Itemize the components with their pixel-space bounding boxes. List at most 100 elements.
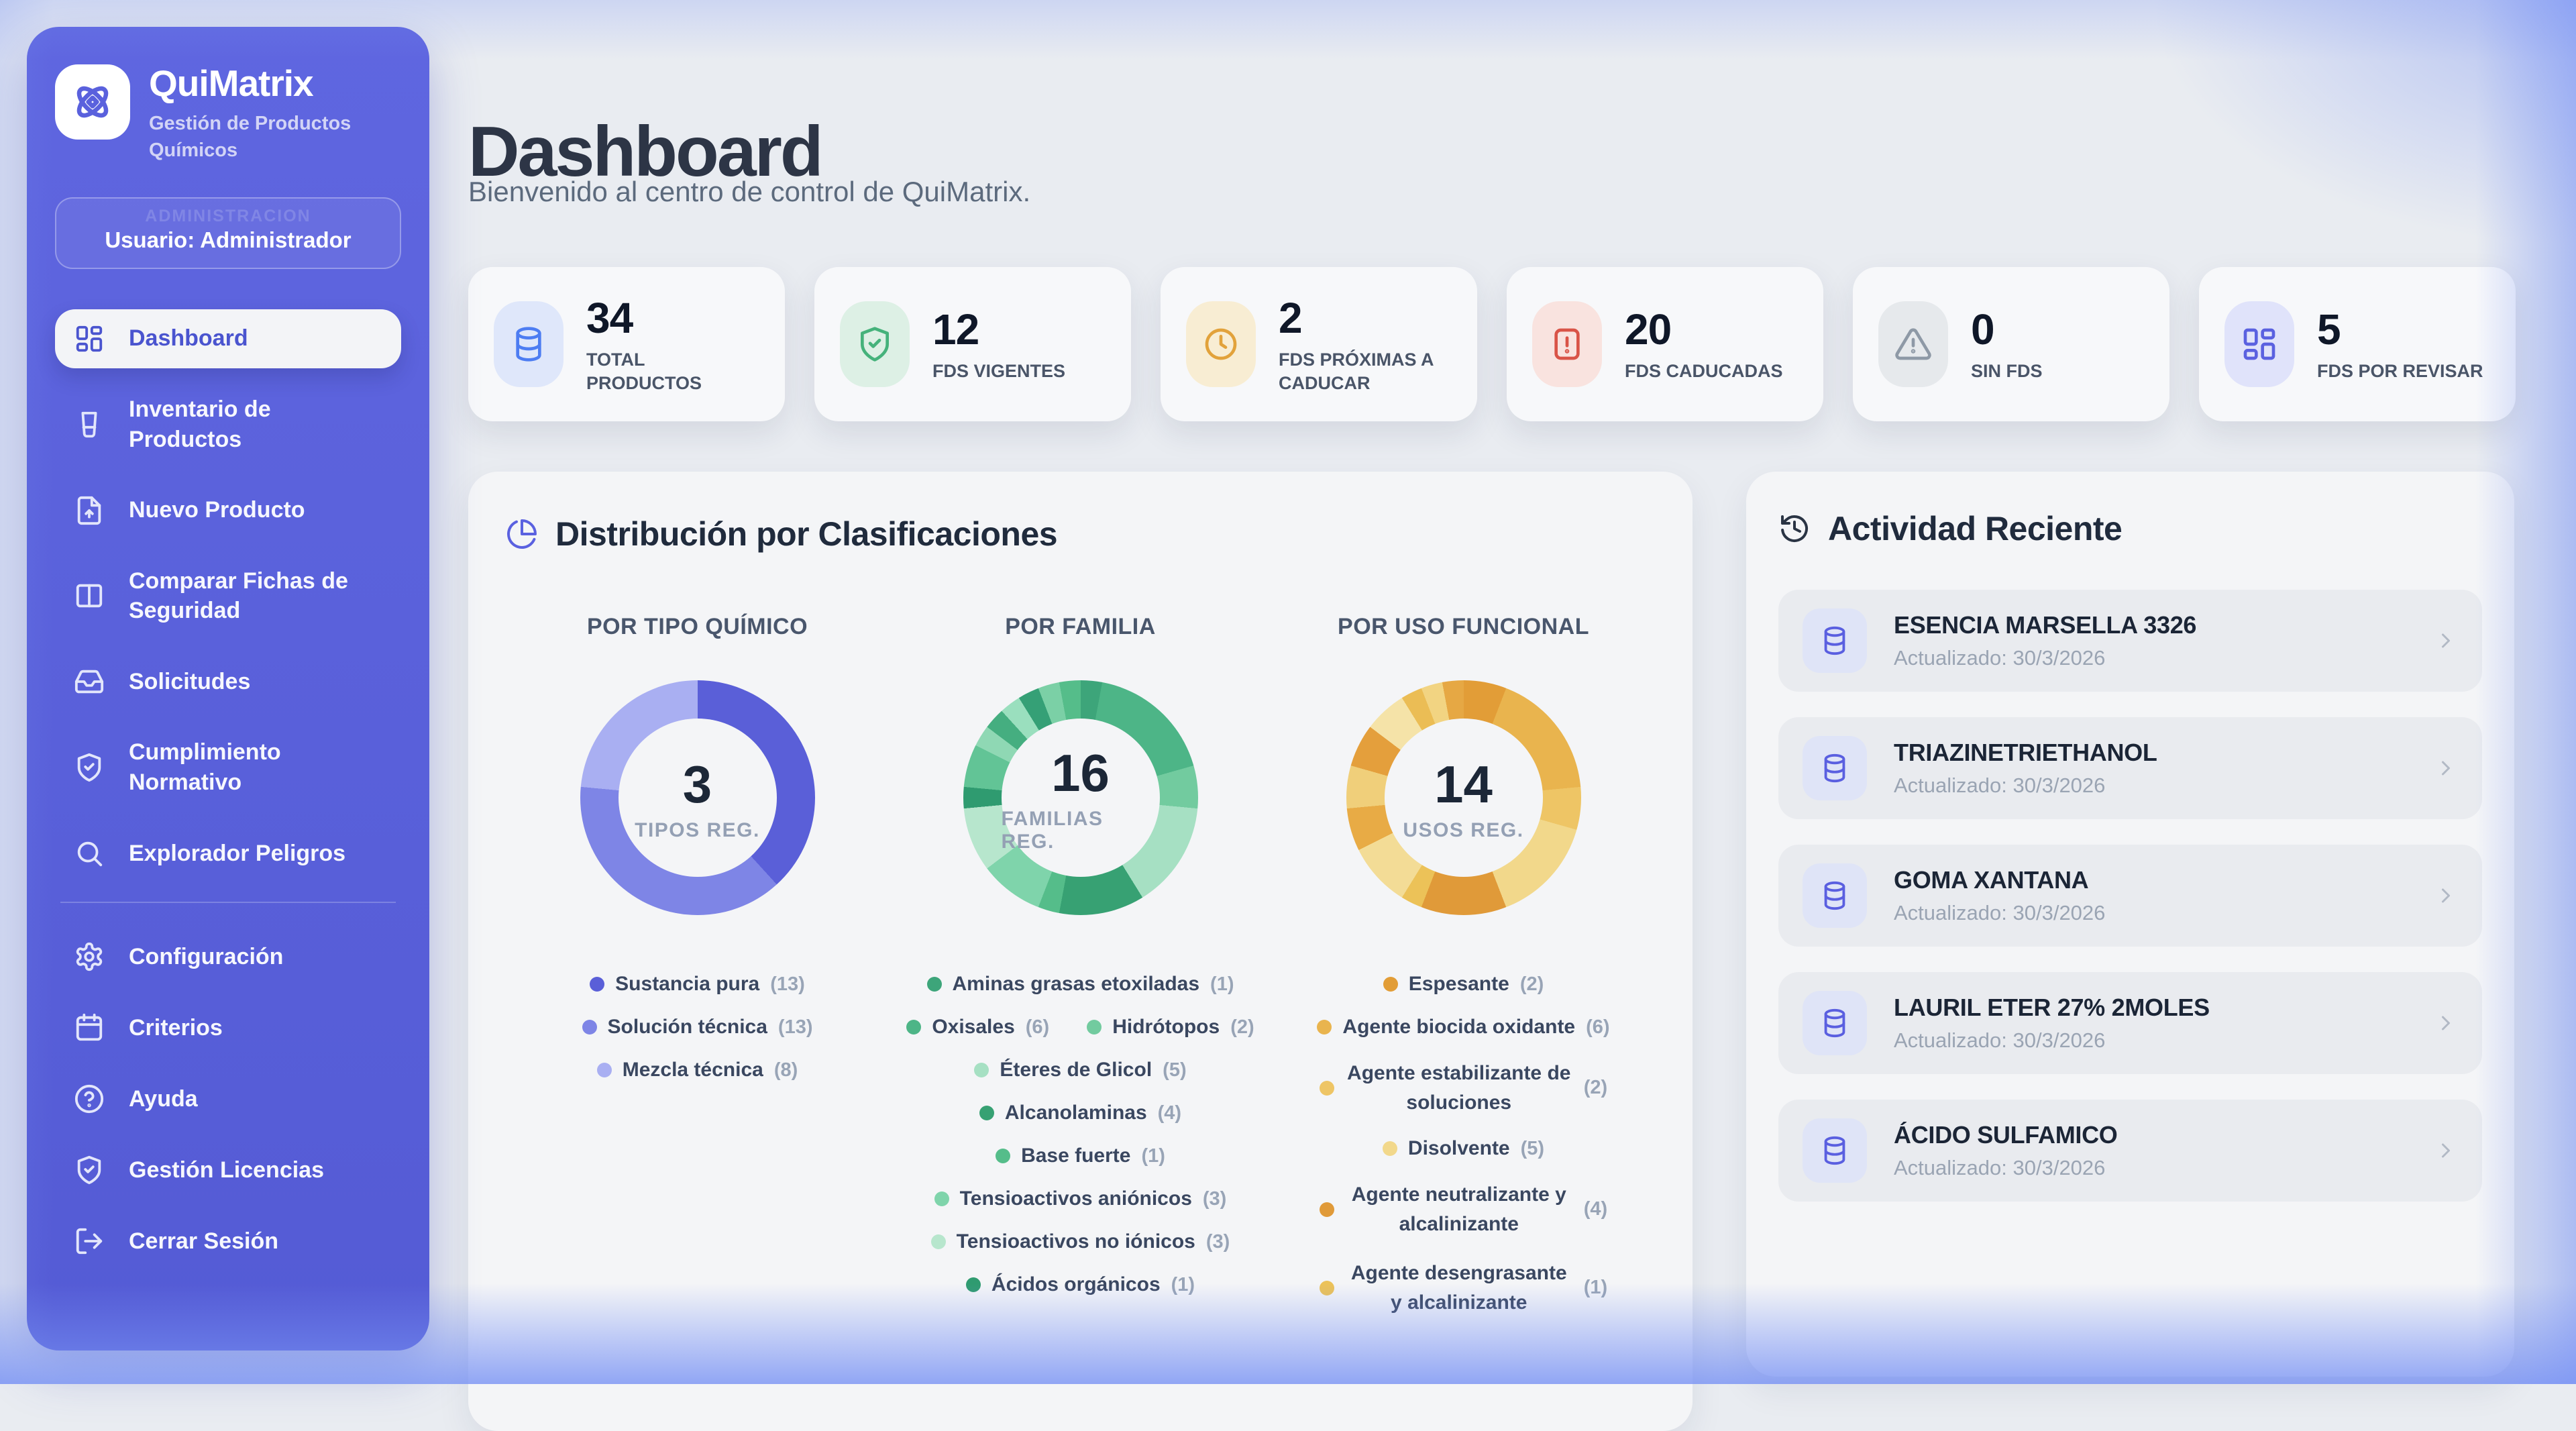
sidebar-item-dashboard[interactable]: Dashboard	[55, 309, 401, 368]
legend-item: Oxisales (6)	[906, 1016, 1049, 1039]
legend-label: Disolvente	[1407, 1137, 1510, 1159]
chart-column-title: POR USO FUNCIONAL	[1338, 614, 1589, 639]
pie-chart-icon	[506, 518, 538, 550]
activity-item[interactable]: GOMA XANTANA Actualizado: 30/3/2026	[1778, 845, 2482, 947]
file-warning-icon	[1532, 301, 1602, 387]
legend-item: Tensioactivos aniónicos (3)	[934, 1187, 1227, 1210]
stat-label: TOTAL PRODUCTOS	[586, 349, 702, 393]
legend-dot-icon	[974, 1063, 989, 1077]
activity-item[interactable]: ÁCIDO SULFAMICO Actualizado: 30/3/2026	[1778, 1100, 2482, 1202]
sidebar-item-criterios[interactable]: Criterios	[55, 998, 401, 1057]
legend-item: Agente neutralizante y alcalinizante (4)	[1319, 1180, 1607, 1238]
quimatrix-logo-icon	[55, 64, 130, 140]
sidebar-item-inventario-productos[interactable]: Inventario de Productos	[55, 380, 401, 469]
legend-dot-icon	[1319, 1080, 1334, 1096]
sidebar-item-comparar-fds[interactable]: Comparar Fichas de Seguridad	[55, 552, 401, 641]
sidebar-item-solicitudes[interactable]: Solicitudes	[55, 652, 401, 711]
shield-check-icon	[74, 1155, 105, 1185]
legend-count: (3)	[1202, 1187, 1227, 1210]
legend-label: Agente desengrasante y alcalinizante	[1350, 1262, 1567, 1314]
legend-item: Solución técnica (13)	[582, 1016, 812, 1039]
sidebar-item-configuracion[interactable]: Configuración	[55, 927, 401, 986]
activity-product-name: ÁCIDO SULFAMICO	[1894, 1121, 2118, 1149]
legend-dot-icon	[979, 1106, 994, 1120]
sidebar-item-label: Nuevo Producto	[129, 497, 305, 523]
legend-dot-icon	[934, 1191, 949, 1206]
legend-item: Sustancia pura (13)	[590, 973, 805, 996]
chart-column: POR FAMILIA 16 FAMILIAS REG. Aminas gras…	[889, 614, 1272, 1317]
donut-legend: Sustancia pura (13) Solución técnica (13…	[510, 973, 885, 1081]
legend-dot-icon	[1317, 1020, 1332, 1035]
sidebar-item-gestion-licencias[interactable]: Gestión Licencias	[55, 1141, 401, 1200]
stat-label: FDS CADUCADAS	[1625, 361, 1783, 382]
legend-dot-icon	[1382, 1141, 1397, 1156]
user-label: Usuario: Administrador	[105, 227, 352, 252]
sidebar-item-cerrar-sesion[interactable]: Cerrar Sesión	[55, 1212, 401, 1271]
activity-panel: Actividad Reciente ESENCIA MARSELLA 3326…	[1746, 472, 2514, 1377]
shield-check-icon	[840, 301, 910, 387]
activity-item[interactable]: LAURIL ETER 27% 2MOLES Actualizado: 30/3…	[1778, 972, 2482, 1074]
legend-label: Agente estabilizante de soluciones	[1347, 1062, 1571, 1114]
sidebar-item-nuevo-producto[interactable]: Nuevo Producto	[55, 481, 401, 540]
database-icon	[1803, 991, 1867, 1055]
legend-count: (1)	[1210, 973, 1234, 995]
layout-dashboard-icon	[2224, 301, 2294, 387]
stats-row: 34 TOTAL PRODUCTOS 12 FDS VIGENTES 2 FDS…	[468, 267, 2516, 421]
stat-value: 2	[1279, 293, 1303, 342]
stat-card: 34 TOTAL PRODUCTOS	[468, 267, 785, 421]
activity-updated-date: Actualizado: 30/3/2026	[1894, 1028, 2106, 1052]
sidebar-nav: Dashboard Inventario de Productos Nuevo …	[55, 309, 401, 1271]
stat-value: 12	[932, 305, 979, 354]
chevron-right-icon	[2434, 1011, 2458, 1035]
sidebar-item-ayuda[interactable]: Ayuda	[55, 1069, 401, 1128]
distribution-title: Distribución por Clasificaciones	[555, 515, 1058, 553]
stat-card: 20 FDS CADUCADAS	[1507, 267, 1823, 421]
app-tagline: Gestión de Productos Químicos	[149, 112, 352, 161]
history-icon	[1778, 513, 1811, 545]
legend-dot-icon	[1319, 1202, 1334, 1217]
legend-label: Aminas grasas etoxiladas	[952, 973, 1200, 995]
main-content: Dashboard Bienvenido al centro de contro…	[463, 0, 2549, 1431]
shield-check-icon	[74, 752, 105, 783]
donut-center-value: 16	[1051, 743, 1110, 802]
legend-dot-icon	[930, 1234, 946, 1249]
brand: QuiMatrix Gestión de Productos Químicos	[55, 64, 401, 164]
activity-item[interactable]: ESENCIA MARSELLA 3326 Actualizado: 30/3/…	[1778, 590, 2482, 692]
legend-item: Alcanolaminas (4)	[979, 1102, 1181, 1124]
columns-icon	[74, 580, 105, 611]
legend-label: Oxisales	[932, 1016, 1015, 1038]
clock-icon	[1186, 301, 1256, 387]
stat-card: 0 SIN FDS	[1853, 267, 2169, 421]
legend-item: Tensioactivos no iónicos (3)	[930, 1230, 1230, 1253]
inbox-icon	[74, 666, 105, 697]
legend-label: Ácidos orgánicos	[991, 1273, 1161, 1295]
layout-dashboard-icon	[74, 323, 105, 354]
activity-product-name: LAURIL ETER 27% 2MOLES	[1894, 994, 2210, 1021]
donut-center: 3 TIPOS REG.	[618, 719, 777, 877]
legend-label: Alcanolaminas	[1004, 1102, 1147, 1124]
chart-column-title: POR FAMILIA	[1005, 614, 1156, 639]
sidebar-item-label: Solicitudes	[129, 668, 251, 694]
legend-item: Agente estabilizante de soluciones (2)	[1319, 1059, 1607, 1117]
activity-item[interactable]: TRIAZINETRIETHANOL Actualizado: 30/3/202…	[1778, 717, 2482, 819]
activity-list: ESENCIA MARSELLA 3326 Actualizado: 30/3/…	[1778, 590, 2482, 1202]
donut-center-label: FAMILIAS REG.	[1001, 807, 1104, 853]
sidebar-item-cumplimiento-normativo[interactable]: Cumplimiento Normativo	[55, 723, 401, 812]
activity-product-name: GOMA XANTANA	[1894, 866, 2089, 894]
legend-count: (2)	[1230, 1016, 1254, 1038]
sidebar-item-label: Dashboard	[129, 325, 248, 352]
nav-divider	[60, 902, 396, 904]
legend-label: Hidrótopos	[1112, 1016, 1220, 1038]
legend-label: Solución técnica	[607, 1016, 767, 1038]
activity-header: Actividad Reciente	[1778, 509, 2482, 548]
legend-dot-icon	[926, 977, 942, 992]
stat-label: FDS VIGENTES	[932, 361, 1066, 382]
chart-column: POR TIPO QUÍMICO 3 TIPOS REG. Sustancia …	[506, 614, 889, 1317]
user-chip: ADMINISTRACION Usuario: Administrador	[55, 197, 401, 269]
stat-value: 34	[586, 293, 633, 342]
distribution-header: Distribución por Clasificaciones	[506, 515, 1655, 553]
sidebar-item-label: Ayuda	[129, 1085, 198, 1112]
sidebar: QuiMatrix Gestión de Productos Químicos …	[27, 27, 429, 1350]
log-out-icon	[74, 1226, 105, 1257]
sidebar-item-explorador-peligros[interactable]: Explorador Peligros	[55, 824, 401, 883]
